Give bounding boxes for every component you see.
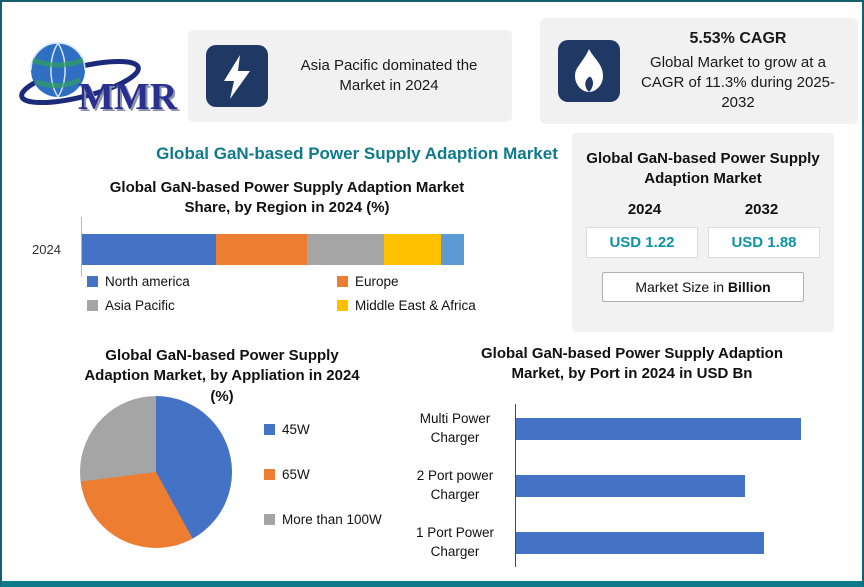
cagr-heading: 5.53% CAGR bbox=[689, 30, 787, 48]
unit-note-bold: Billion bbox=[727, 279, 771, 295]
port-bar-track bbox=[516, 514, 826, 571]
legend-swatch bbox=[87, 276, 98, 287]
region-bar-segment bbox=[441, 234, 464, 265]
port-category-label: 2 Port power Charger bbox=[416, 468, 494, 502]
flame-icon bbox=[558, 40, 620, 102]
legend-swatch bbox=[264, 469, 275, 480]
market-size-panel: Global GaN-based Power Supply Adaption M… bbox=[572, 133, 834, 332]
port-bar-chart: Multi Power Charger 2 Port power Charger 1… bbox=[402, 400, 847, 571]
port-bar bbox=[516, 417, 802, 440]
highlight-card-text: Asia Pacific dominated the Market in 202… bbox=[300, 56, 478, 94]
port-bar-track bbox=[516, 457, 826, 514]
legend-swatch bbox=[337, 276, 348, 287]
legend-label: 45W bbox=[282, 422, 310, 437]
region-bar-segment bbox=[215, 234, 308, 265]
legend-swatch bbox=[264, 514, 275, 525]
port-bar-track bbox=[516, 400, 826, 457]
year-2032-label: 2032 bbox=[744, 201, 779, 218]
lightning-icon bbox=[206, 45, 268, 107]
legend-swatch bbox=[337, 300, 348, 311]
port-chart-title: Global GaN-based Power Supply Adaption M… bbox=[481, 345, 783, 383]
unit-note-prefix: Market Size in bbox=[635, 279, 728, 295]
market-value-2024: USD 1.22 bbox=[586, 227, 698, 258]
legend-item: More than 100W bbox=[264, 512, 382, 527]
port-chart-row: Multi Power Charger bbox=[402, 400, 847, 457]
legend-item: North america bbox=[87, 274, 337, 289]
application-chart-legend: 45W 65W More than 100W bbox=[264, 422, 382, 527]
region-bar-segment bbox=[82, 234, 216, 265]
region-chart-axis bbox=[81, 217, 82, 277]
region-bar-segment bbox=[307, 234, 384, 265]
mmr-logo-graphic: MMR MMR bbox=[19, 42, 180, 120]
market-size-panel-title: Global GaN-based Power Supply Adaption M… bbox=[586, 150, 820, 187]
port-bar bbox=[516, 531, 764, 554]
application-chart-title: Global GaN-based Power Supply Adaption M… bbox=[84, 347, 360, 405]
application-pie-chart bbox=[80, 396, 232, 548]
legend-item: Middle East & Africa bbox=[337, 298, 507, 313]
highlight-card-cagr: 5.53% CAGR Global Market to grow at a CA… bbox=[540, 18, 858, 124]
legend-label: Asia Pacific bbox=[105, 298, 175, 313]
market-size-values: USD 1.22 USD 1.88 bbox=[586, 227, 820, 258]
svg-text:MMR: MMR bbox=[80, 78, 180, 120]
mmr-logo-text: MMR bbox=[78, 76, 178, 118]
year-2024-label: 2024 bbox=[627, 201, 662, 218]
legend-swatch bbox=[87, 300, 98, 311]
page-title: Global GaN-based Power Supply Adaption M… bbox=[156, 144, 558, 163]
port-chart-row: 2 Port power Charger bbox=[402, 457, 847, 514]
legend-item: Europe bbox=[337, 274, 507, 289]
port-bar bbox=[516, 474, 746, 497]
region-chart-legend: North america Europe Asia Pacific Middle Ea… bbox=[87, 274, 507, 313]
region-chart-title: Global GaN-based Power Supply Adaption M… bbox=[109, 179, 465, 217]
legend-label: 65W bbox=[282, 467, 310, 482]
region-chart-category-label: 2024 bbox=[32, 242, 61, 257]
legend-label: Middle East & Africa bbox=[355, 298, 476, 313]
legend-swatch bbox=[264, 424, 275, 435]
cagr-text: Global Market to grow at a CAGR of 11.3%… bbox=[641, 53, 835, 112]
market-size-unit-note: Market Size in Billion bbox=[602, 272, 804, 302]
legend-item: 65W bbox=[264, 467, 382, 482]
highlight-card-dominance: Asia Pacific dominated the Market in 202… bbox=[188, 30, 512, 122]
cagr-card-body: 5.53% CAGR Global Market to grow at a CA… bbox=[636, 28, 840, 113]
region-bar-segment bbox=[383, 234, 442, 265]
legend-item: 45W bbox=[264, 422, 382, 437]
legend-item: Asia Pacific bbox=[87, 298, 337, 313]
mmr-logo: MMR MMR bbox=[16, 28, 184, 120]
port-chart-row: 1 Port Power Charger bbox=[402, 514, 847, 571]
market-value-2032: USD 1.88 bbox=[708, 227, 820, 258]
region-stacked-bar bbox=[82, 234, 464, 265]
legend-label: Europe bbox=[355, 274, 399, 289]
legend-label: More than 100W bbox=[282, 512, 382, 527]
port-category-label: Multi Power Charger bbox=[419, 411, 491, 445]
market-size-years: 2024 2032 bbox=[586, 201, 820, 218]
legend-label: North america bbox=[105, 274, 190, 289]
port-chart-axis bbox=[515, 404, 516, 567]
port-category-label: 1 Port Power Charger bbox=[415, 525, 495, 559]
